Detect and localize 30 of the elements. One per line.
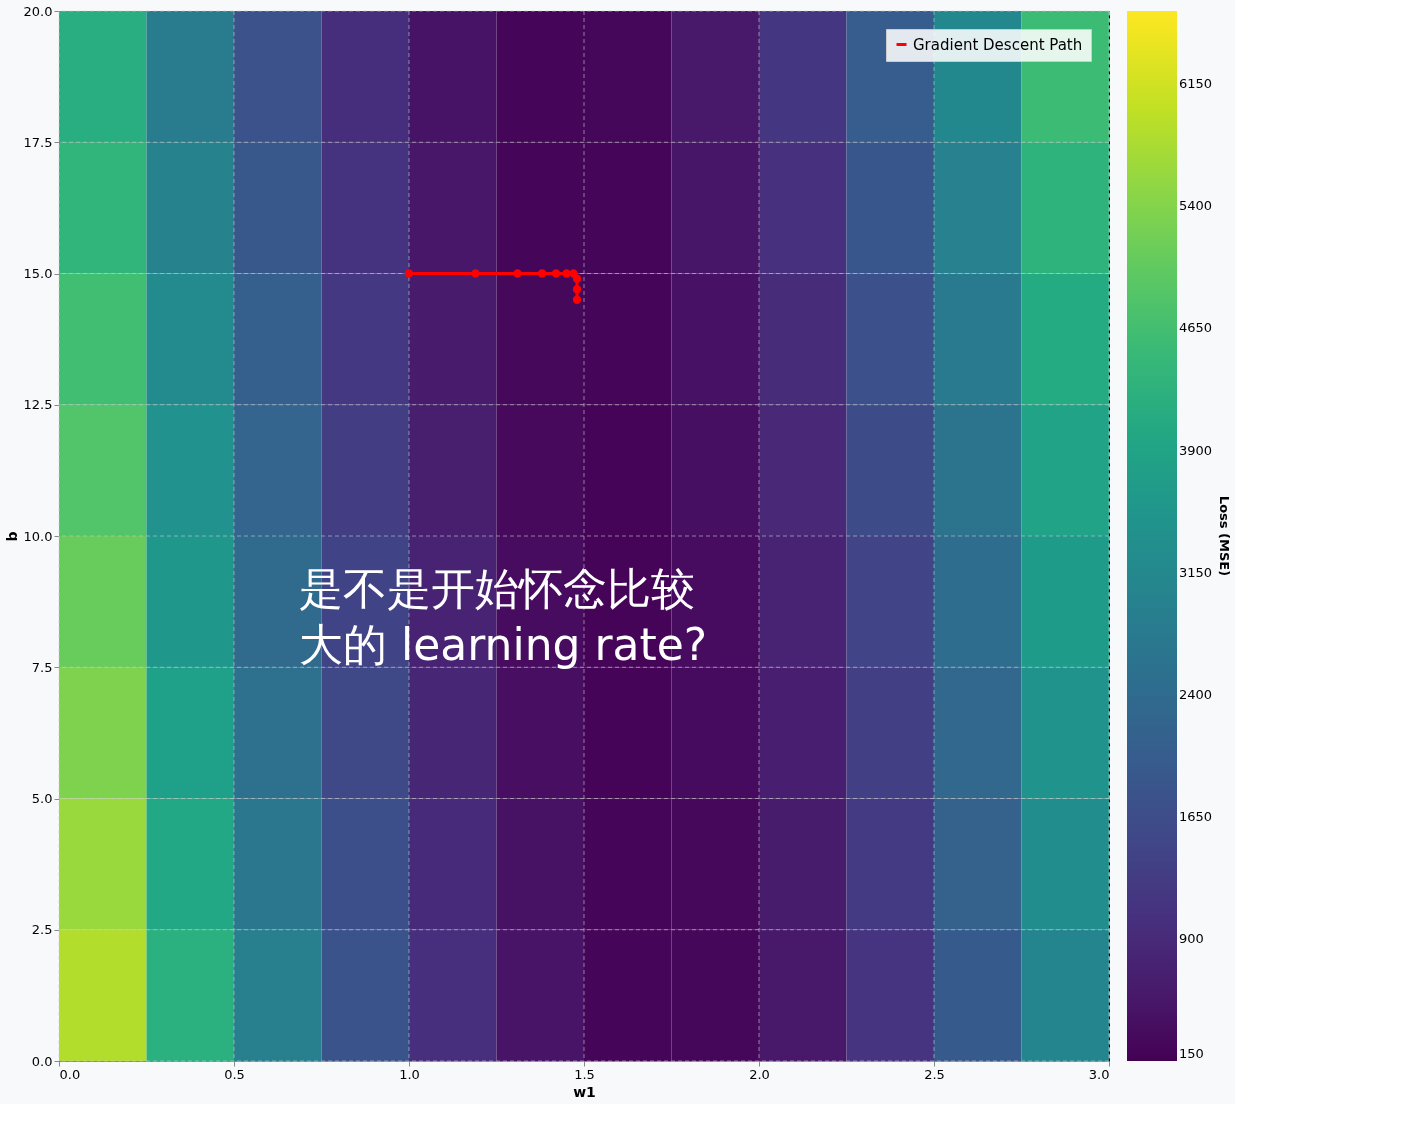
color-bar-label: 4650 [1179,320,1213,336]
y-tick-label: 10.0 [23,528,53,544]
color-bar-label: 3150 [1179,564,1213,580]
color-bar-label: 5400 [1179,198,1213,214]
y-axis-title: b [3,531,20,542]
x-tick-label: 2.0 [749,1066,770,1082]
y-tick-label: 20.0 [23,3,53,19]
y-tick-label: 2.5 [31,922,53,938]
y-tick-label: 0.0 [31,1053,53,1069]
x-tick-label: 1.0 [399,1066,420,1082]
y-tick-label: 17.5 [23,134,53,150]
color-bar-label: 1650 [1179,808,1213,824]
x-tick-label: 2.5 [924,1066,945,1082]
y-tick-label: 15.0 [23,266,53,281]
color-bar-label: 150 [1179,1046,1204,1061]
x-tick-label: 0.5 [224,1066,245,1082]
x-tick-label: 1.5 [574,1066,595,1082]
color-bar-label: 6150 [1179,76,1213,92]
color-bar-label: 2400 [1179,686,1213,702]
x-tick-label: 3.0 [1088,1066,1110,1082]
y-tick-label: 5.0 [31,791,53,806]
legend-label: Gradient Descent Path [913,35,1083,54]
x-axis-title: w1 [573,1083,596,1100]
color-bar-title: Loss (MSE) [1217,495,1232,577]
annotation: 是不是开始怀念比较大的 learning rate? [299,563,708,670]
color-bar-label: 900 [1179,930,1204,946]
y-tick-label: 12.5 [23,397,53,413]
y-tick-label: 7.5 [31,659,53,675]
color-bar-label: 3900 [1179,442,1213,458]
x-tick-label: 0.0 [59,1066,81,1082]
